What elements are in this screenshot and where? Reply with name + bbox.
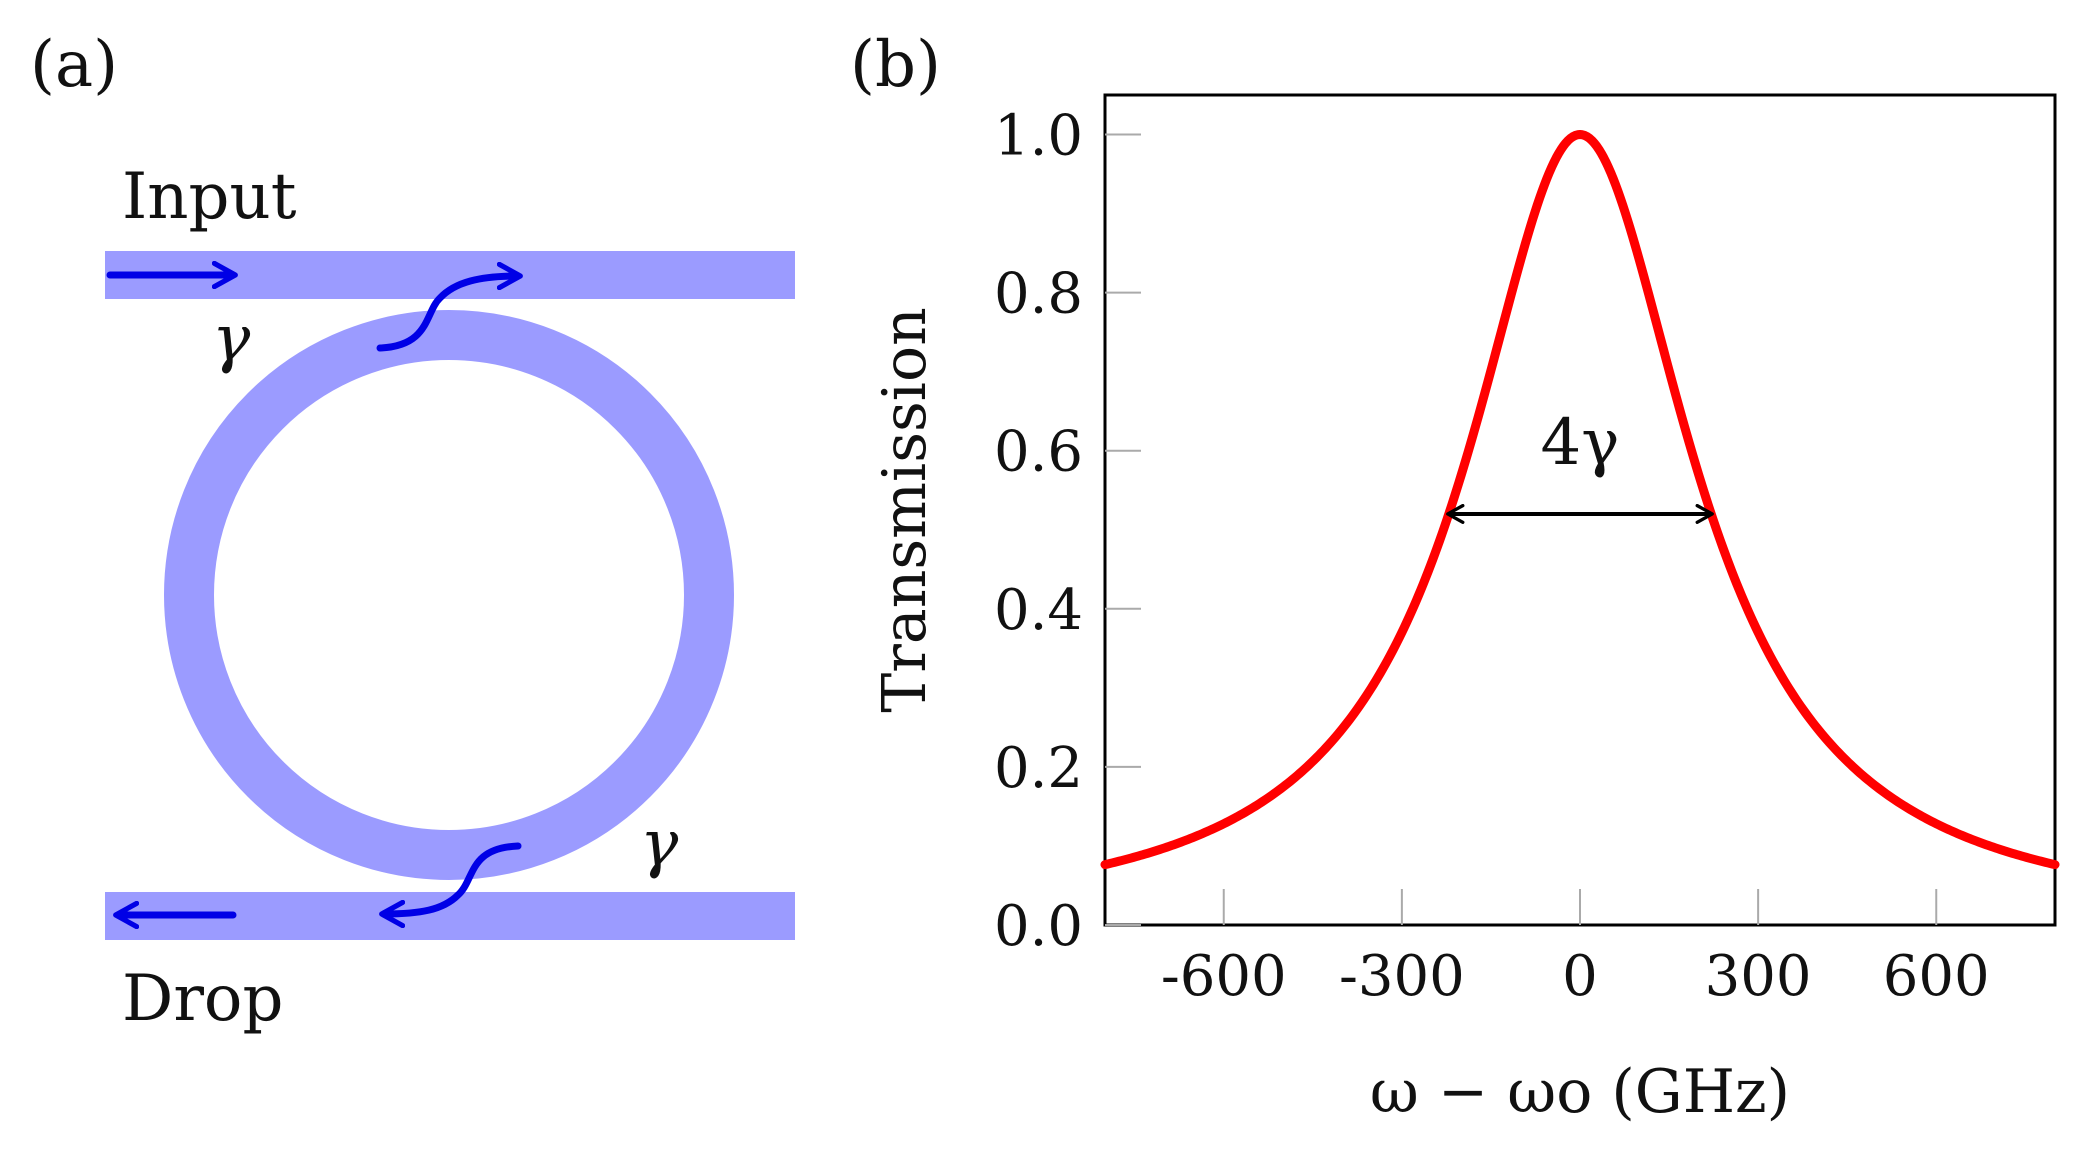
panel-b-label: (b) xyxy=(850,28,941,102)
y-tick-label: 0.6 xyxy=(994,420,1083,485)
x-tick-label: 300 xyxy=(1705,944,1812,1009)
coupling-gamma-top: γ xyxy=(212,302,251,376)
x-tick-label: -600 xyxy=(1161,944,1287,1009)
x-axis-ticks: -600 -300 0 300 600 xyxy=(1161,889,1990,1009)
y-tick-label: 0.8 xyxy=(994,262,1083,327)
input-port-label: Input xyxy=(122,160,297,234)
coupling-gamma-bottom: γ xyxy=(640,807,679,881)
fwhm-label: 4γ xyxy=(1541,406,1620,480)
panel-a-label: (a) xyxy=(30,28,118,102)
x-tick-label: 0 xyxy=(1562,944,1598,1009)
x-axis-label: ω − ωo (GHz) xyxy=(1370,1057,1790,1127)
transmission-curve xyxy=(1100,130,2060,870)
drop-coupling-arrow xyxy=(384,842,522,914)
y-axis-ticks: 0.0 0.2 0.4 0.6 0.8 1.0 xyxy=(994,104,1141,959)
y-tick-label: 0.2 xyxy=(994,736,1083,801)
ring-resonator xyxy=(164,310,734,880)
panel-a: (a) Input Drop γ γ xyxy=(30,28,795,1036)
x-tick-label: -300 xyxy=(1339,944,1465,1009)
panel-b: (b) -600 -300 0 300 600 0.0 0.2 0.4 0.6 0.8 1.0 4… xyxy=(850,28,2060,1127)
y-tick-label: 0.4 xyxy=(994,578,1083,643)
y-tick-label: 1.0 xyxy=(994,104,1083,169)
x-tick-label: 600 xyxy=(1883,944,1990,1009)
plot-frame xyxy=(1103,93,2057,927)
drop-port-label: Drop xyxy=(122,962,283,1036)
y-axis-label: Transmission xyxy=(870,307,940,713)
y-tick-label: 0.0 xyxy=(994,894,1083,959)
input-coupling-arrow xyxy=(376,276,518,352)
